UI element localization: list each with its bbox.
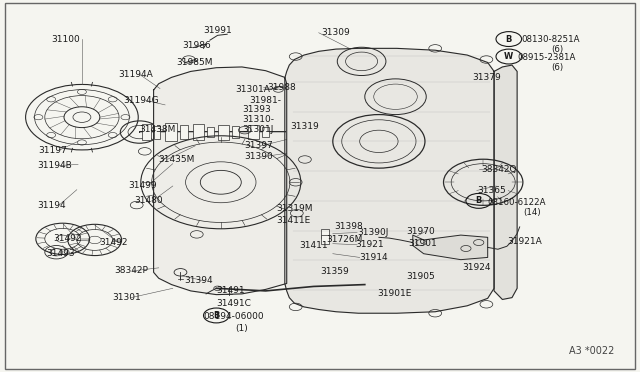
Text: 31921: 31921: [355, 240, 384, 249]
Text: (14): (14): [524, 208, 541, 217]
Text: 31492: 31492: [53, 234, 82, 243]
Text: 38342Q: 38342Q: [481, 165, 516, 174]
Text: 31901: 31901: [408, 239, 437, 248]
Text: 31359: 31359: [320, 267, 349, 276]
Text: 08130-8251A: 08130-8251A: [522, 35, 580, 44]
Bar: [262, 127, 269, 137]
Text: 31726M: 31726M: [326, 235, 363, 244]
Text: 31194G: 31194G: [124, 96, 159, 105]
Text: (6): (6): [552, 45, 564, 54]
Text: 31390: 31390: [244, 153, 273, 161]
Text: 08194-06000: 08194-06000: [204, 312, 264, 321]
Text: 31970: 31970: [406, 227, 435, 236]
Text: 31100: 31100: [51, 35, 80, 44]
Text: 31301J: 31301J: [242, 125, 273, 134]
Text: 31981-: 31981-: [250, 96, 282, 105]
Text: 31988: 31988: [268, 83, 296, 92]
Bar: [321, 235, 329, 244]
Bar: [218, 125, 229, 140]
Text: 31301A: 31301A: [236, 85, 270, 94]
Text: 31499: 31499: [128, 182, 157, 190]
Text: 31986: 31986: [182, 41, 211, 50]
Text: 31905: 31905: [406, 272, 435, 280]
Text: 31365: 31365: [477, 186, 506, 195]
Text: 38342P: 38342P: [114, 266, 148, 275]
Text: 31319M: 31319M: [276, 204, 313, 213]
Text: 31491C: 31491C: [216, 299, 251, 308]
Bar: [248, 125, 259, 139]
Bar: [165, 123, 177, 141]
Polygon shape: [285, 48, 494, 313]
Text: 31921A: 31921A: [507, 237, 541, 246]
Text: 31991: 31991: [204, 26, 232, 35]
Text: 31309: 31309: [321, 28, 350, 37]
Text: 31394: 31394: [184, 276, 213, 285]
Text: 31492: 31492: [99, 238, 128, 247]
Bar: [321, 229, 329, 238]
Text: 31438M: 31438M: [140, 125, 176, 134]
Bar: [193, 124, 204, 140]
Text: 31411E: 31411E: [276, 216, 311, 225]
Text: 31301: 31301: [112, 293, 141, 302]
Text: B: B: [506, 35, 512, 44]
Text: 31194A: 31194A: [118, 70, 153, 79]
Bar: [142, 124, 151, 140]
Polygon shape: [494, 65, 517, 299]
Text: 31914: 31914: [360, 253, 388, 262]
Text: A3 *0022: A3 *0022: [569, 346, 614, 356]
Text: 31390J: 31390J: [357, 228, 388, 237]
Polygon shape: [413, 235, 488, 260]
Text: 31924: 31924: [462, 263, 491, 272]
Bar: [180, 125, 188, 139]
Text: 31197: 31197: [38, 146, 67, 155]
Text: 31435M: 31435M: [159, 155, 195, 164]
Text: 31393: 31393: [242, 105, 271, 114]
Bar: [232, 126, 239, 138]
Text: 31379: 31379: [472, 73, 501, 82]
Text: B: B: [213, 311, 220, 320]
Text: 31310-: 31310-: [242, 115, 274, 124]
Text: 31194: 31194: [37, 201, 66, 210]
Text: 08915-2381A: 08915-2381A: [517, 53, 575, 62]
Polygon shape: [154, 67, 287, 295]
Text: 08160-6122A: 08160-6122A: [488, 198, 546, 207]
Text: 31411: 31411: [300, 241, 328, 250]
Text: 31493: 31493: [46, 249, 75, 258]
Text: (6): (6): [552, 63, 564, 72]
Text: B: B: [476, 196, 482, 205]
Bar: [154, 125, 160, 138]
Text: 31397: 31397: [244, 141, 273, 150]
Text: 31398: 31398: [334, 222, 363, 231]
Text: 31194B: 31194B: [37, 161, 72, 170]
Text: 31901E: 31901E: [378, 289, 412, 298]
Text: 31491: 31491: [216, 286, 245, 295]
Text: 31319: 31319: [291, 122, 319, 131]
Bar: [207, 127, 214, 137]
Text: 31985M: 31985M: [176, 58, 212, 67]
Text: W: W: [504, 52, 513, 61]
Text: 31480: 31480: [134, 196, 163, 205]
Text: (1): (1): [236, 324, 248, 333]
